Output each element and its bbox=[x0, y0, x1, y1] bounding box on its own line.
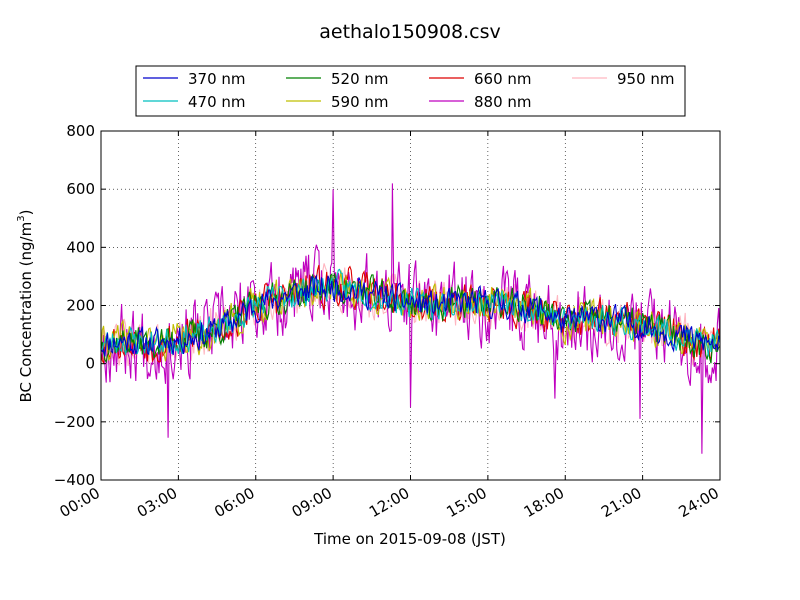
series-line-880-nm bbox=[101, 183, 720, 454]
y-tick-label: −200 bbox=[54, 413, 95, 431]
legend-label: 470 nm bbox=[188, 93, 246, 111]
y-tick-label: 400 bbox=[66, 238, 95, 256]
legend-item-470-nm: 470 nm bbox=[143, 93, 246, 111]
y-tick-label: 800 bbox=[66, 122, 95, 140]
legend-item-520-nm: 520 nm bbox=[286, 70, 389, 88]
y-tick-label: −400 bbox=[54, 471, 95, 489]
y-axis-label-end: ) bbox=[17, 210, 35, 216]
legend-label: 880 nm bbox=[474, 93, 532, 111]
legend-label: 660 nm bbox=[474, 70, 532, 88]
y-axis-label: BC Concentration (ng/m3) bbox=[16, 210, 35, 403]
y-tick-labels: −400 −200 0 200 400 600 800 bbox=[54, 122, 95, 489]
chart-title: aethalo150908.csv bbox=[319, 21, 501, 43]
y-axis-label-sup: 3 bbox=[16, 215, 27, 221]
legend-frame bbox=[135, 65, 686, 117]
legend-item-660-nm: 660 nm bbox=[429, 70, 532, 88]
x-axis-label: Time on 2015-09-08 (JST) bbox=[313, 530, 506, 548]
legend-item-370-nm: 370 nm bbox=[143, 70, 246, 88]
y-tick-label: 200 bbox=[66, 297, 95, 315]
legend-item-590-nm: 590 nm bbox=[286, 93, 389, 111]
legend: 370 nm 470 nm 520 nm 590 nm 660 nm 880 nm 950 … bbox=[135, 65, 686, 117]
y-tick-label: 600 bbox=[66, 180, 95, 198]
y-axis-label-main: BC Concentration (ng/m bbox=[17, 222, 35, 403]
legend-label: 590 nm bbox=[331, 93, 389, 111]
axis-ticks bbox=[100, 130, 721, 481]
legend-label: 950 nm bbox=[617, 70, 675, 88]
series-line-370-nm bbox=[101, 274, 720, 357]
legend-label: 520 nm bbox=[331, 70, 389, 88]
series-lines bbox=[101, 183, 720, 454]
legend-label: 370 nm bbox=[188, 70, 246, 88]
legend-item-880-nm: 880 nm bbox=[429, 93, 532, 111]
legend-item-950-nm: 950 nm bbox=[572, 70, 675, 88]
y-tick-label: 0 bbox=[85, 355, 95, 373]
